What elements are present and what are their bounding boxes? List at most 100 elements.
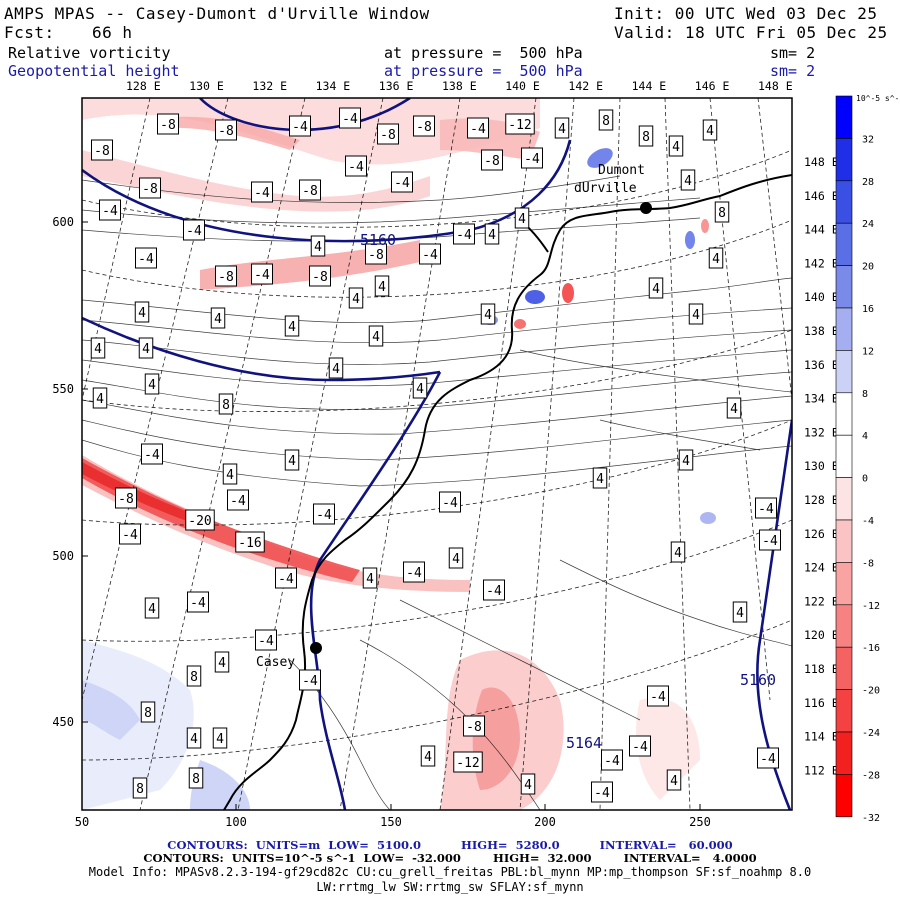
contour-label: 4 (668, 135, 684, 157)
contour-label: -8 (365, 243, 387, 265)
contour-label: -8 (299, 179, 321, 201)
svg-text:4: 4 (706, 124, 714, 139)
colorbar-label: -4 (862, 516, 874, 527)
colorbar-bin (835, 180, 853, 224)
lon-label-top: 136 E (379, 79, 414, 93)
contour-label: 4 (138, 337, 154, 359)
svg-text:4: 4 (730, 402, 738, 417)
lon-label-right: 144 E (804, 223, 839, 237)
svg-text:4: 4 (314, 240, 322, 255)
svg-text:-8: -8 (312, 270, 328, 285)
svg-text:-4: -4 (316, 508, 332, 523)
contour-label: 4 (648, 277, 664, 299)
svg-text:4: 4 (518, 212, 526, 227)
height-contour-info: CONTOURS: UNITS=m LOW= 5100.0 HIGH= 5280… (167, 838, 733, 852)
svg-text:-4: -4 (486, 584, 502, 599)
height-contour-label: 5160 (360, 231, 396, 249)
colorbar-bin (835, 477, 853, 521)
svg-text:-4: -4 (456, 228, 472, 243)
station-dumont-name-line2: dUrville (574, 181, 637, 196)
field2-name: Geopotential height (8, 62, 180, 80)
contour-label: 4 (328, 357, 344, 379)
x-tick-label: 250 (689, 815, 711, 829)
svg-text:-4: -4 (144, 448, 160, 463)
contour-label: -4 (141, 443, 163, 465)
svg-text:-8: -8 (368, 248, 384, 263)
contour-label: 4 (348, 287, 364, 309)
contour-label: 8 (132, 777, 148, 799)
svg-text:-4: -4 (524, 152, 540, 167)
svg-text:-8: -8 (142, 182, 158, 197)
colorbar-bin (835, 774, 853, 818)
contour-label: 4 (90, 337, 106, 359)
contour-label: 4 (726, 397, 742, 419)
graticule (82, 98, 792, 810)
svg-text:4: 4 (378, 280, 386, 295)
fcst-value: 66 h (92, 23, 133, 42)
svg-text:4: 4 (670, 774, 678, 789)
colorbar-label: 28 (862, 177, 874, 188)
svg-text:4: 4 (452, 552, 460, 567)
contour-label: -4 (187, 591, 209, 613)
contour-label: 4 (708, 247, 724, 269)
svg-text:4: 4 (484, 308, 492, 323)
contour-label: -8 (157, 113, 179, 135)
contour-label: 4 (214, 651, 230, 673)
contour-label: 4 (412, 377, 428, 399)
contour-label: 4 (310, 235, 326, 257)
contour-label: -4 (601, 749, 623, 771)
svg-text:4: 4 (672, 140, 680, 155)
contour-label: -4 (403, 561, 425, 583)
chart-title: AMPS MPAS -- Casey-Dumont d'Urville Wind… (4, 4, 430, 23)
svg-text:-8: -8 (218, 270, 234, 285)
svg-text:8: 8 (602, 114, 610, 129)
contour-label: -8 (309, 265, 331, 287)
svg-text:4: 4 (372, 330, 380, 345)
lon-label-right: 112 E (804, 763, 839, 777)
svg-text:4: 4 (352, 292, 360, 307)
svg-text:4: 4 (674, 546, 682, 561)
svg-text:8: 8 (642, 130, 650, 145)
svg-text:4: 4 (652, 282, 660, 297)
x-tick-label: 100 (225, 815, 247, 829)
contour-label: -4 (135, 247, 157, 269)
contour-label: 4 (666, 769, 682, 791)
svg-text:-4: -4 (394, 176, 410, 191)
svg-text:-4: -4 (302, 674, 318, 689)
colorbar-bin (835, 519, 853, 563)
field2-pressure: at pressure = 500 hPa (384, 62, 583, 80)
svg-text:4: 4 (416, 382, 424, 397)
svg-text:4: 4 (218, 656, 226, 671)
plot-frame (81, 97, 793, 811)
contour-label: 4 (480, 303, 496, 325)
svg-text:4: 4 (558, 122, 566, 137)
colorbar-label: -24 (862, 728, 880, 739)
contour-label: 4 (284, 315, 300, 337)
field1-smoothing: sm= 2 (770, 44, 816, 62)
contour-label: -8 (377, 123, 399, 145)
lon-label-right: 120 E (804, 628, 839, 642)
svg-text:-4: -4 (138, 252, 154, 267)
lon-label-right: 148 E (804, 155, 839, 169)
vorticity-contour-info: CONTOURS: UNITS=10^-5 s^-1 LOW= -32.000 … (143, 851, 757, 865)
contour-label: 4 (554, 117, 570, 139)
colorbar-unit: 10^-5 s^-1 (856, 94, 900, 103)
contour-label: 4 (186, 727, 202, 749)
contour-label: -4 (439, 491, 461, 513)
height-contour-label: 5164 (566, 734, 602, 752)
contour-label: -4 (255, 629, 277, 651)
colorbar-bin (835, 731, 853, 775)
lon-label-top: 148 E (758, 79, 793, 93)
colorbar-bin (835, 138, 853, 182)
lon-label-right: 124 E (804, 561, 839, 575)
lon-label-right: 132 E (804, 425, 839, 439)
contour-label: 4 (368, 325, 384, 347)
contour-label: 4 (92, 387, 108, 409)
svg-text:4: 4 (138, 306, 146, 321)
axis-ticks: 50 100 150 200 250 450 500 550 600 128 E 130 E 132 … (52, 79, 838, 829)
contour-label: -8 (413, 115, 435, 137)
contour-label: -4 (227, 489, 249, 511)
svg-text:4: 4 (488, 228, 496, 243)
svg-text:4: 4 (424, 750, 432, 765)
svg-text:4: 4 (148, 378, 156, 393)
